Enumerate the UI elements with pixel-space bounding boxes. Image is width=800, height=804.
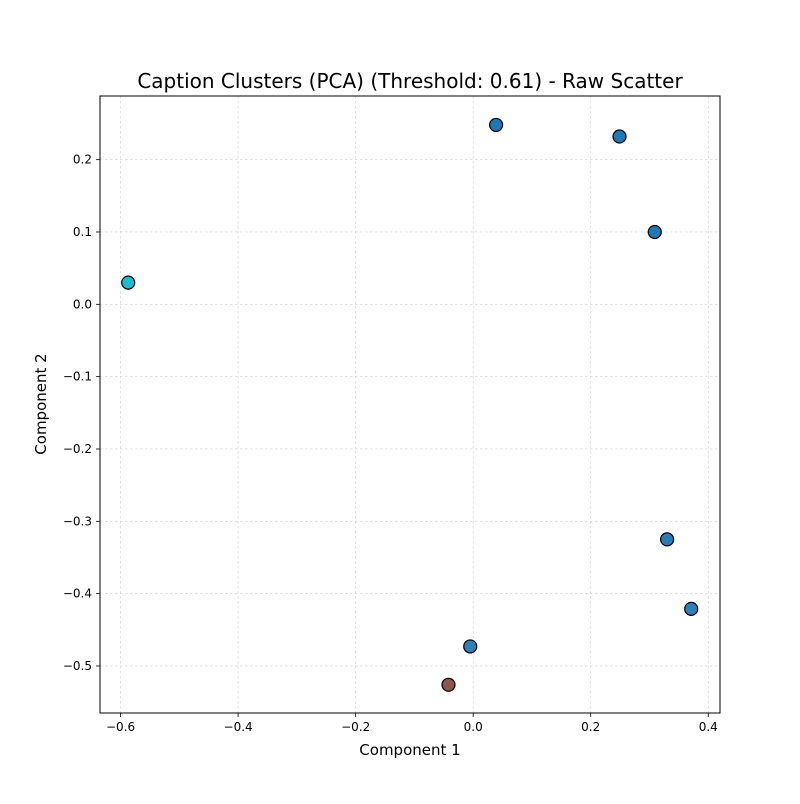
- x-tick-label: −0.2: [341, 720, 370, 734]
- scatter-point: [441, 677, 456, 692]
- y-tick-label: −0.1: [63, 370, 92, 384]
- scatter-point: [612, 129, 627, 144]
- scatter-point: [463, 639, 478, 654]
- scatter-point: [684, 601, 699, 616]
- x-tick-label: 0.0: [464, 720, 483, 734]
- data-points: [121, 117, 699, 692]
- x-tick-label: 0.4: [699, 720, 718, 734]
- chart-title: Caption Clusters (PCA) (Threshold: 0.61)…: [137, 69, 683, 93]
- plot-area-frame: [99, 95, 721, 714]
- y-tick-label: −0.4: [63, 587, 92, 601]
- x-axis-label: Component 1: [359, 741, 460, 759]
- scatter-point: [121, 275, 136, 290]
- y-tick-label: 0.2: [73, 153, 92, 167]
- scatter-point: [647, 224, 662, 240]
- scatter-point: [488, 117, 504, 133]
- x-tick-label: 0.2: [581, 720, 600, 734]
- y-tick-label: −0.2: [63, 442, 92, 456]
- x-tick-label: −0.6: [106, 720, 135, 734]
- grid-lines: [100, 96, 720, 713]
- scatter-point: [660, 532, 675, 547]
- axis-ticks: −0.6 −0.4 −0.2 0.0 0.2 0.4 0.2 0.1 0.0 −0.1 −0.2 −0…: [63, 153, 718, 734]
- y-tick-label: 0.1: [73, 225, 92, 239]
- y-tick-label: −0.5: [63, 659, 92, 673]
- y-tick-label: 0.0: [73, 297, 92, 311]
- x-tick-label: −0.4: [224, 720, 253, 734]
- y-axis-label: Component 2: [32, 353, 50, 454]
- y-tick-label: −0.3: [63, 514, 92, 528]
